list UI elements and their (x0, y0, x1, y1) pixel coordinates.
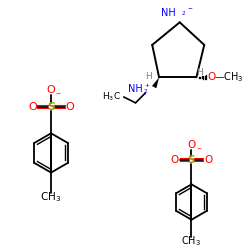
Text: O: O (171, 155, 179, 165)
Text: H$_3$C: H$_3$C (102, 91, 121, 103)
Text: O: O (65, 102, 74, 112)
Text: —CH$_3$: —CH$_3$ (214, 70, 244, 84)
Text: H: H (196, 68, 203, 77)
Text: $^{-}$: $^{-}$ (56, 90, 62, 99)
Text: S: S (188, 155, 195, 165)
Text: $_2^+$: $_2^+$ (143, 82, 151, 96)
Text: CH$_3$: CH$_3$ (40, 190, 62, 204)
Text: O: O (187, 140, 196, 150)
Text: NH: NH (161, 8, 176, 18)
Text: O: O (207, 72, 216, 82)
Text: $_2$: $_2$ (181, 9, 186, 18)
Text: O: O (204, 155, 212, 165)
Text: $^{-}$: $^{-}$ (196, 145, 202, 154)
Text: S: S (47, 102, 55, 112)
Text: H: H (146, 72, 152, 81)
Text: $^{-}$: $^{-}$ (186, 5, 193, 14)
Polygon shape (152, 77, 159, 88)
Text: O: O (28, 102, 37, 112)
Text: O: O (47, 85, 56, 95)
Text: CH$_3$: CH$_3$ (182, 234, 202, 248)
Text: NH: NH (128, 84, 142, 94)
